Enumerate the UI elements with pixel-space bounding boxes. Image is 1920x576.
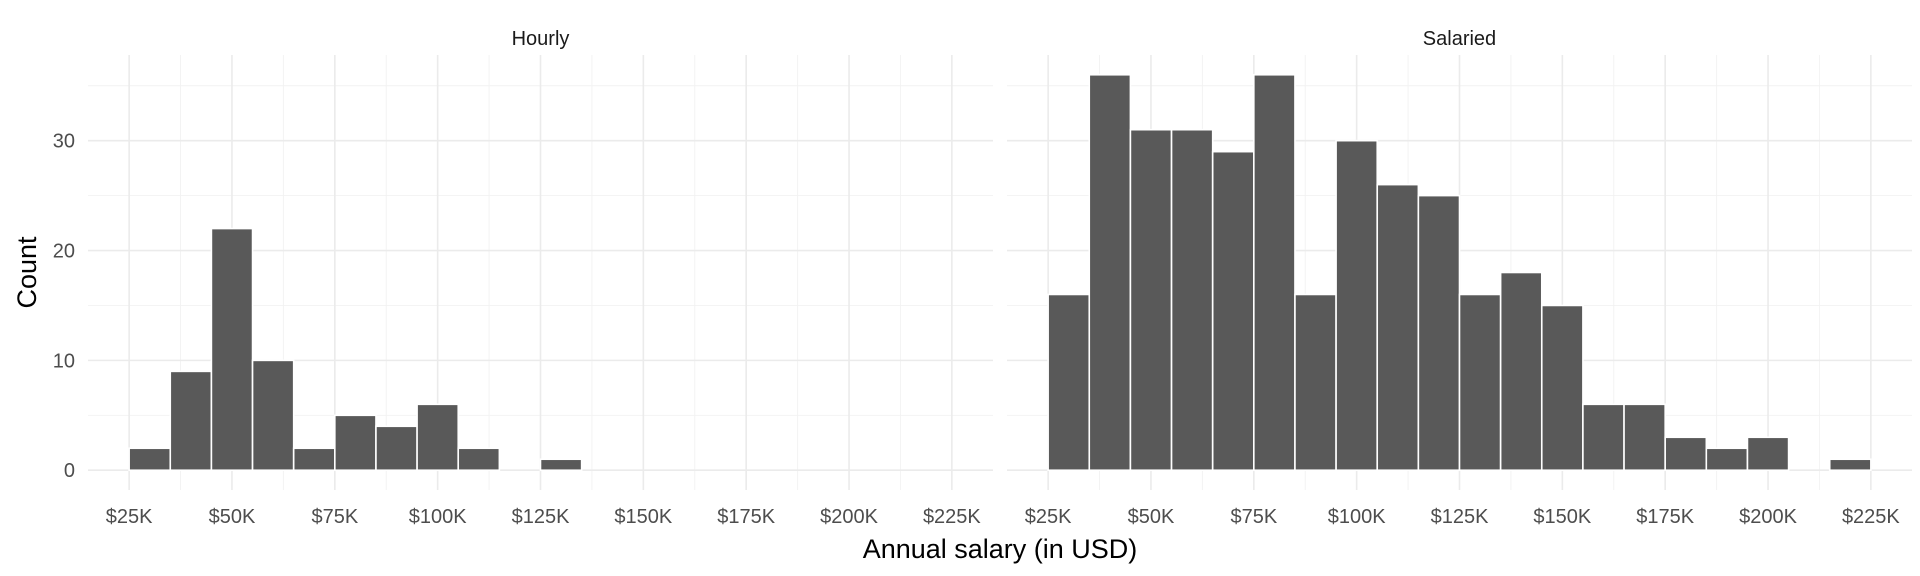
histogram-bar xyxy=(169,370,213,472)
y-tick-label: 20 xyxy=(53,241,75,263)
x-tick-label: $200K xyxy=(1739,506,1797,528)
x-tick-label: $225K xyxy=(1842,506,1900,528)
x-tick-label: $125K xyxy=(1431,506,1489,528)
panel-hourly: Hourly $25K $50K $75K $100K $125K $150K $175K $2… xyxy=(88,28,993,528)
x-tick-label: $150K xyxy=(1533,506,1591,528)
x-tick-label: $125K xyxy=(512,506,570,528)
histogram-bar xyxy=(457,447,501,472)
histogram-bar xyxy=(1047,293,1091,472)
histogram-bar xyxy=(292,447,336,472)
x-axis-title: Annual salary (in USD) xyxy=(863,534,1138,564)
x-tick-label: $25K xyxy=(106,506,153,528)
histogram-bar xyxy=(1335,139,1379,472)
y-axis-title: Count xyxy=(12,236,42,309)
x-tick-label: $25K xyxy=(1025,506,1072,528)
histogram-bar xyxy=(1705,447,1749,472)
x-tick-label: $100K xyxy=(1328,506,1386,528)
histogram-bar xyxy=(251,359,295,472)
x-tick-label: $100K xyxy=(409,506,467,528)
histogram-bar xyxy=(1582,403,1625,472)
y-tick-label: 10 xyxy=(53,350,75,372)
histogram-bar xyxy=(1211,150,1255,472)
histogram-bar xyxy=(416,403,460,472)
y-tick-label: 30 xyxy=(53,131,75,153)
histogram-bar xyxy=(539,458,583,472)
histogram-bar xyxy=(210,227,254,472)
x-tick-label: $200K xyxy=(820,506,878,528)
facet-label: Salaried xyxy=(1423,28,1496,50)
histogram-bar xyxy=(1376,183,1420,472)
histogram-bar xyxy=(1458,293,1502,472)
histogram-bar xyxy=(1540,304,1584,472)
x-tick-label: $225K xyxy=(923,506,981,528)
x-tick-label: $75K xyxy=(311,506,358,528)
x-tick-label: $50K xyxy=(1128,506,1175,528)
histogram-bar xyxy=(334,414,377,472)
histogram-bar xyxy=(375,425,418,472)
histogram-bar xyxy=(1499,271,1543,472)
x-tick-label: $50K xyxy=(209,506,256,528)
histogram-bar xyxy=(1088,73,1132,472)
y-tick-label: 0 xyxy=(64,460,75,482)
x-tick-label: $175K xyxy=(1636,506,1694,528)
histogram-bar xyxy=(1746,436,1790,472)
histogram-bar xyxy=(1417,194,1461,472)
x-tick-label: $75K xyxy=(1230,506,1277,528)
histogram-bar xyxy=(1664,436,1708,472)
histogram-bar xyxy=(1253,73,1296,472)
histogram-bar xyxy=(128,447,172,472)
histogram-bar xyxy=(1828,458,1872,472)
x-tick-label: $175K xyxy=(717,506,775,528)
facet-label: Hourly xyxy=(512,28,570,50)
panel-salaried: Salaried $25K $50K $75K $100K $125K $150K $175K… xyxy=(1007,28,1912,528)
histogram-bar xyxy=(1170,128,1214,472)
histogram-bar xyxy=(1294,293,1337,472)
histogram-bar xyxy=(1623,403,1666,472)
x-tick-label: $150K xyxy=(614,506,672,528)
histogram-bar xyxy=(1129,128,1173,472)
